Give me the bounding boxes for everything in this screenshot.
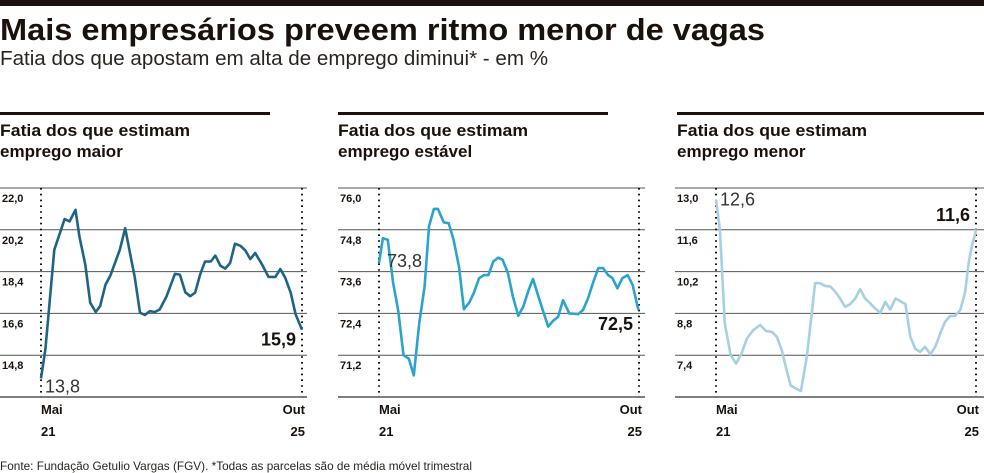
- panel-title-line1: Fatia dos que estimam: [677, 121, 867, 140]
- panel-title-line2: emprego estável: [338, 142, 472, 161]
- x-start-year: 21: [41, 424, 55, 439]
- y-tick-label: 20,2: [2, 235, 23, 247]
- chart-title: Mais empresários preveem ritmo menor de …: [0, 12, 765, 47]
- chart-panel-3: Fatia dos que estimam emprego menor 13,0 11…: [675, 112, 984, 439]
- x-start-month: Mai: [41, 402, 63, 417]
- series-line: [39, 208, 304, 379]
- y-tick-label: 18,4: [2, 277, 24, 289]
- y-tick-label: 71,2: [340, 360, 361, 372]
- series-line: [714, 199, 978, 393]
- x-start-month: Mai: [379, 402, 401, 417]
- y-tick-label: 7,4: [677, 360, 693, 372]
- panel-title-line2: emprego maior: [0, 142, 123, 161]
- footer-source: Fonte: Fundação Getulio Vargas (FGV). *T…: [0, 459, 472, 473]
- end-value-label: 15,9: [261, 330, 296, 350]
- x-end-month: Out: [620, 402, 643, 417]
- panel-title-line1: Fatia dos que estimam: [338, 121, 528, 140]
- panel-title-line1: Fatia dos que estimam: [0, 121, 190, 140]
- y-tick-label: 16,6: [2, 318, 23, 330]
- start-value-label: 12,6: [720, 190, 755, 210]
- x-end-year: 25: [628, 424, 642, 439]
- y-tick-label: 11,6: [677, 235, 698, 247]
- start-value-label: 73,8: [387, 251, 422, 271]
- x-start-month: Mai: [716, 402, 738, 417]
- series-line: [377, 207, 641, 377]
- x-end-month: Out: [957, 402, 980, 417]
- x-start-year: 21: [379, 424, 393, 439]
- y-tick-label: 73,6: [340, 277, 361, 289]
- end-value-label: 72,5: [598, 314, 633, 334]
- panel-top-rule: [0, 112, 270, 115]
- top-rule: [0, 0, 984, 6]
- y-tick-label: 72,4: [340, 318, 362, 330]
- chart-panel-2: Fatia dos que estimam emprego estável 76,0…: [338, 112, 645, 439]
- x-end-year: 25: [965, 424, 979, 439]
- y-tick-label: 8,8: [677, 318, 692, 330]
- chart-panel-1: Fatia dos que estimam emprego maior 22,0 20…: [0, 112, 307, 439]
- start-value-label: 13,8: [45, 376, 80, 396]
- x-end-month: Out: [283, 402, 306, 417]
- end-value-label: 11,6: [936, 205, 970, 225]
- y-tick-label: 22,0: [2, 193, 23, 205]
- y-tick-label: 13,0: [677, 193, 698, 205]
- y-tick-label: 76,0: [340, 193, 361, 205]
- x-end-year: 25: [291, 424, 305, 439]
- y-tick-label: 10,2: [677, 277, 698, 289]
- x-start-year: 21: [716, 424, 730, 439]
- panel-top-rule: [338, 112, 608, 115]
- y-tick-label: 74,8: [340, 235, 361, 247]
- chart-subtitle: Fatia dos que apostam em alta de emprego…: [0, 48, 548, 70]
- panel-top-rule: [677, 112, 984, 115]
- panel-title-line2: emprego menor: [677, 142, 806, 161]
- y-tick-label: 14,8: [2, 360, 23, 372]
